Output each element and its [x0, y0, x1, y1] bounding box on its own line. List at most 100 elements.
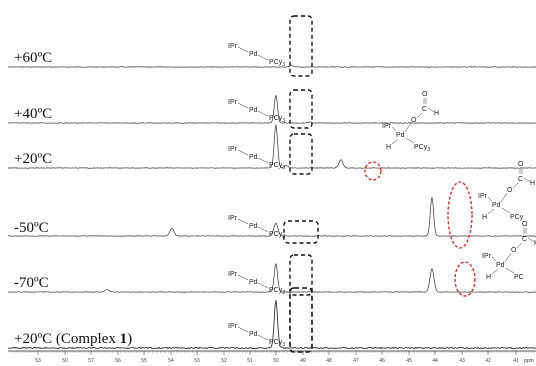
spectrum-trace	[7, 263, 536, 293]
trace-label: -50ºC	[14, 220, 49, 236]
ipr-pd-pcy3-structure: IPr Pd PCy3	[228, 271, 285, 296]
bond	[404, 122, 412, 133]
highlight-boxes	[283, 15, 476, 353]
subscript: 3	[282, 165, 285, 171]
pcy-text: PCy3	[269, 59, 285, 68]
bond	[257, 334, 269, 341]
bond	[416, 112, 423, 119]
ipr-text: IPr	[478, 193, 488, 200]
trace-label: -70ºC	[14, 275, 49, 291]
hydrogen-text: H	[434, 110, 439, 117]
pcy-text: PCy3	[269, 231, 285, 240]
ipr-pd-pcy3-structure: IPr Pd PCy3	[228, 146, 285, 171]
spectrum-trace	[7, 197, 536, 237]
spectrum-trace	[7, 124, 536, 169]
axis-tick-label: 52	[221, 358, 227, 364]
pd-text: Pd	[496, 262, 505, 269]
subscript: 3	[282, 234, 285, 240]
axis-tick-label: 50	[273, 358, 279, 364]
bond	[487, 208, 495, 215]
bond	[516, 242, 523, 249]
bond	[237, 218, 249, 225]
bond	[237, 274, 249, 281]
trace-labels: +60ºC +40ºC +20ºC -50ºC -70ºC +20ºC (Complex …	[14, 50, 132, 347]
ipr-pd-pcy3-structure: IPr Pd PCy3	[228, 323, 285, 348]
bond	[237, 149, 249, 156]
hydrogen-text: H	[530, 180, 535, 187]
bond	[257, 110, 269, 117]
bond	[491, 268, 499, 275]
axis-tick-label: 45	[406, 358, 412, 364]
pd-text: Pd	[249, 107, 258, 114]
oxygen-text: O	[522, 221, 528, 228]
spectra-traces	[7, 65, 536, 350]
main-peak-highlight	[289, 133, 313, 175]
bond	[391, 138, 399, 145]
bond	[405, 137, 415, 144]
subscript: 3	[282, 342, 285, 348]
bond	[257, 157, 269, 164]
axis-tick-label: 46	[379, 358, 385, 364]
spectrum-trace	[7, 65, 536, 68]
bond	[527, 237, 535, 243]
pd-text: Pd	[249, 331, 258, 338]
ipr-text: IPr	[228, 271, 238, 278]
axis-tick-label: 53	[35, 358, 41, 364]
bond	[491, 256, 497, 262]
axis-tick-label: 43	[459, 358, 465, 364]
pd-text: Pd	[249, 51, 258, 58]
pcy-text: PCy3	[269, 339, 285, 348]
bond	[504, 252, 512, 263]
subscript: 3	[427, 147, 430, 153]
trace-label: +20ºC (Complex 1)	[14, 331, 132, 347]
axis-tick-label: 49	[300, 358, 306, 364]
spectrum-trace	[7, 300, 536, 350]
subscript: 3	[282, 118, 285, 124]
ipr-text: IPr	[228, 146, 238, 153]
bond	[427, 107, 435, 113]
trace-label: +20ºC	[14, 151, 52, 167]
bond	[487, 196, 493, 202]
bond	[237, 46, 249, 53]
carbon-text: C	[522, 236, 527, 243]
bond	[237, 102, 249, 109]
oxygen-text: O	[518, 161, 524, 168]
trace-label-prefix: +20ºC (Complex	[14, 331, 120, 347]
carbon-text: C	[518, 176, 523, 183]
hydrogen-text: H	[534, 240, 536, 247]
ipr-text: IPr	[228, 43, 238, 50]
axis-tick-label: 55	[141, 358, 147, 364]
main-peak-highlight	[283, 220, 319, 244]
formate-peak-highlight	[454, 261, 476, 297]
pd-text: Pd	[396, 132, 405, 139]
bond	[501, 207, 511, 214]
hydride-text: H	[386, 144, 391, 151]
pcy-text: PCy	[510, 214, 524, 221]
axis-tick-label: 53	[194, 358, 200, 364]
complex-number: 1	[120, 331, 128, 347]
pcy-text: PCy3	[414, 144, 430, 153]
main-peak-highlight	[289, 89, 313, 129]
spectrum-trace	[7, 95, 536, 124]
oxygen-text: O	[422, 91, 428, 98]
main-peak-highlight	[289, 287, 313, 353]
carbon-text: C	[422, 106, 427, 113]
axis-tick-label: 41	[513, 358, 519, 364]
trace-label: +40ºC	[14, 106, 52, 122]
bond	[391, 126, 397, 132]
bond	[257, 226, 269, 233]
axis-tick-label: 48	[326, 358, 332, 364]
bond	[512, 182, 519, 189]
axis-tick-label: 56	[115, 358, 121, 364]
pd-text: Pd	[492, 202, 501, 209]
axis-tick-label: ppm	[524, 358, 534, 364]
bond	[505, 267, 515, 274]
pcy-text: PC	[514, 274, 524, 281]
pcy-text: PCy3	[269, 287, 285, 296]
hydride-text: H	[482, 214, 487, 221]
trace-label-suffix: )	[127, 331, 132, 347]
